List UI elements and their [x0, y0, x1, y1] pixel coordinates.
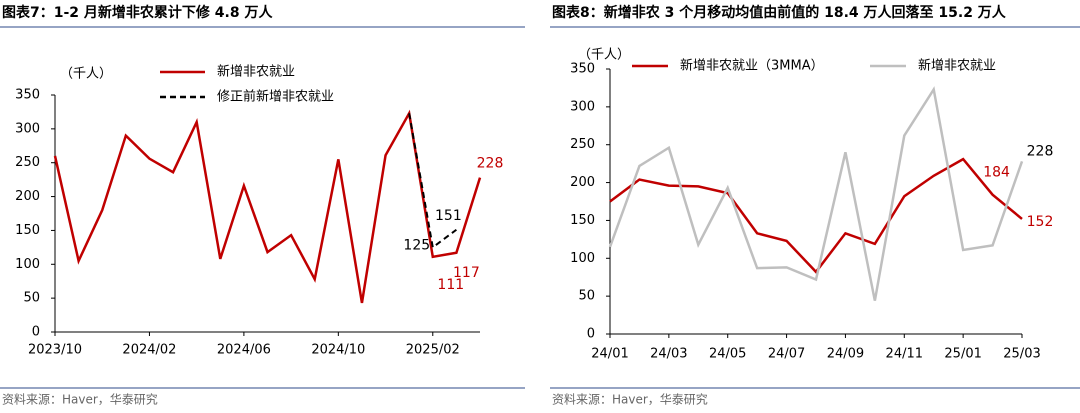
data-label: 151: [435, 208, 462, 224]
y-tick-label: 50: [578, 289, 595, 304]
y-tick-label: 150: [570, 213, 595, 228]
y-tick-label: 200: [570, 175, 595, 190]
data-label: 111: [437, 277, 464, 293]
series-line: [408, 113, 457, 250]
x-tick-label: 2024/06: [217, 343, 271, 358]
x-tick-label: 25/01: [944, 347, 981, 362]
y-tick-label: 50: [23, 291, 40, 306]
x-tick-label: 2025/02: [406, 343, 460, 358]
y-tick-label: 150: [15, 223, 40, 238]
source: 资料来源：Haver，华泰研究: [552, 392, 708, 407]
data-label: 125: [403, 237, 430, 253]
y-tick-label: 300: [15, 121, 40, 136]
series-line: [609, 157, 1023, 274]
y-tick-label: 100: [570, 251, 595, 266]
x-tick-label: 24/11: [886, 347, 923, 362]
y-tick-label: 100: [15, 257, 40, 272]
x-tick-label: 2024/10: [311, 343, 365, 358]
x-tick-label: 2024/02: [122, 343, 176, 358]
x-tick-label: 24/01: [591, 347, 628, 362]
data-label: 152: [1027, 214, 1054, 230]
y-tick-label: 250: [15, 155, 40, 170]
legend-label: 新增非农就业（3MMA）: [680, 58, 824, 74]
x-tick-label: 24/07: [768, 347, 805, 362]
y-tick-label: 350: [15, 88, 40, 103]
unit-label: （千人）: [578, 48, 630, 63]
y-tick-label: 300: [570, 99, 595, 114]
x-tick-label: 24/09: [827, 347, 864, 362]
y-tick-label: 0: [32, 325, 40, 340]
chart-title: 图表7：1-2 月新增非农累计下修 4.8 万人: [2, 4, 273, 21]
series-line: [53, 109, 482, 304]
source: 资料来源：Haver，华泰研究: [2, 392, 158, 407]
data-label: 228: [1027, 143, 1054, 159]
data-label: 228: [477, 156, 504, 172]
legend-label: 修正前新增非农就业: [217, 89, 334, 105]
data-label: 184: [983, 165, 1010, 181]
legend-label: 新增非农就业: [918, 58, 996, 74]
y-tick-label: 200: [15, 189, 40, 204]
x-tick-label: 24/03: [650, 347, 687, 362]
chart-title: 图表8：新增非农 3 个月移动均值由前值的 18.4 万人回落至 15.2 万人: [552, 4, 1007, 21]
legend-label: 新增非农就业: [217, 64, 295, 80]
unit-label: （千人）: [60, 67, 112, 82]
data-label: 117: [453, 265, 480, 281]
series-line: [608, 86, 1024, 301]
x-tick-label: 24/05: [709, 347, 746, 362]
x-tick-label: 25/03: [1003, 347, 1040, 362]
y-tick-label: 0: [587, 327, 595, 342]
x-tick-label: 2023/10: [28, 343, 82, 358]
y-tick-label: 350: [570, 62, 595, 77]
y-tick-label: 250: [570, 137, 595, 152]
